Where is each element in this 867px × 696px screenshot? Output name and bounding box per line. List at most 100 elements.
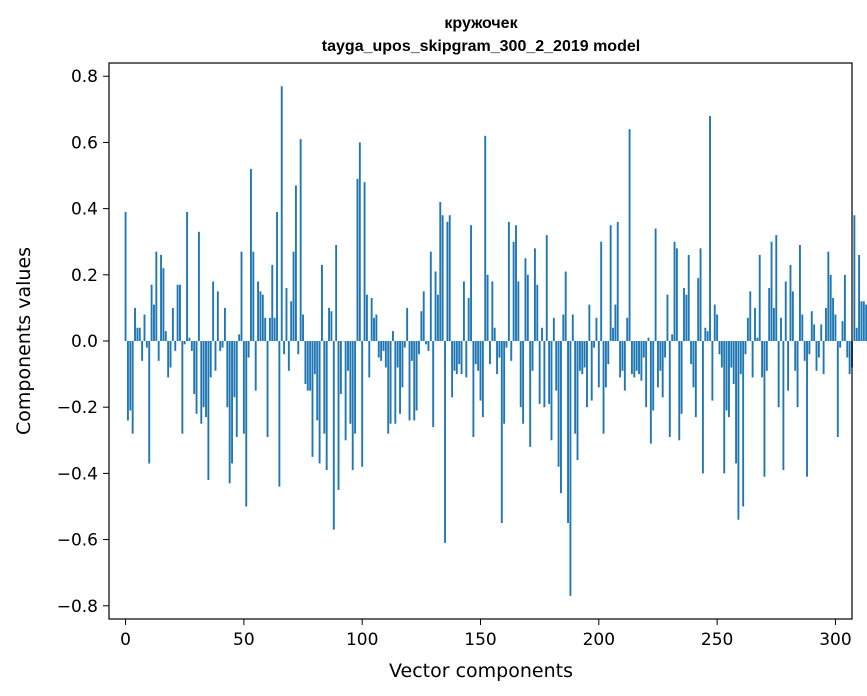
bar-51 [245,341,248,507]
bar-161 [505,341,508,348]
bar-258 [735,341,737,464]
bar-30 [195,341,198,414]
bar-205 [609,225,612,341]
bar-35 [207,341,210,480]
bar-306 [848,341,851,375]
bar-19 [169,341,172,368]
bar-168 [522,341,525,424]
bar-5 [136,327,139,341]
bar-48 [238,334,241,341]
bar-115 [396,341,399,368]
bar-130 [432,341,435,428]
bar-43 [226,341,229,408]
bar-77 [306,341,309,391]
bar-280 [787,341,790,391]
bar-102 [365,294,368,341]
bar-193 [581,341,584,375]
bar-211 [623,341,626,391]
bar-101 [363,182,366,341]
bar-171 [529,341,532,447]
bar-234 [678,341,681,441]
bar-283 [794,341,797,371]
bar-91 [339,341,342,394]
bar-16 [162,268,165,341]
bar-281 [789,264,792,341]
bar-217 [638,341,640,375]
bar-6 [138,327,141,341]
bar-302 [839,341,842,348]
bar-284 [796,341,799,408]
bar-275 [775,235,778,341]
bar-270 [763,341,766,477]
bar-186 [564,271,567,341]
bar-135 [444,341,446,543]
y-tick-label: 0.2 [71,266,98,286]
bar-162 [507,221,510,341]
bar-293 [817,341,820,358]
bar-200 [597,341,600,388]
bar-75 [302,314,304,341]
bar-141 [458,341,461,365]
bar-254 [725,341,728,411]
bar-56 [257,281,260,341]
bars-group [124,86,867,596]
bar-291 [813,324,816,341]
y-tick-label: 0.8 [71,67,98,87]
bar-221 [647,337,650,341]
bar-60 [266,341,269,437]
bar-2 [129,341,132,411]
bar-277 [780,317,782,341]
y-tick-label: 0.0 [71,332,98,352]
bar-268 [758,254,761,341]
bar-121 [410,341,413,361]
bar-80 [313,341,316,375]
bar-70 [290,301,293,341]
bar-109 [382,341,385,351]
bar-131 [434,271,437,341]
y-tick-label: −0.8 [57,597,98,617]
bar-227 [661,341,664,398]
bar-195 [586,341,588,408]
bar-311 [860,301,863,341]
bar-94 [347,341,349,371]
bar-124 [418,341,420,355]
bar-81 [316,341,319,421]
y-axis-label: Components values [13,247,35,435]
x-tick-label: 250 [701,630,733,650]
bar-259 [737,341,740,520]
bar-100 [361,341,364,467]
bar-146 [470,225,472,341]
bar-3 [131,341,134,434]
bar-36 [209,341,212,378]
bar-225 [657,341,659,388]
bar-163 [510,341,513,361]
bar-46 [233,341,236,398]
bar-45 [231,341,233,464]
bar-201 [600,241,603,341]
bar-169 [524,258,527,341]
bar-47 [235,341,238,437]
x-axis: 0 50 100 150 200 250 300 [120,619,852,650]
bar-116 [399,341,401,414]
bar-313 [865,304,867,341]
bar-249 [713,304,716,341]
bar-99 [358,142,361,341]
bar-223 [652,341,655,411]
bar-183 [557,341,560,467]
x-tick-label: 100 [346,630,378,650]
bar-132 [436,294,439,341]
x-axis-label: Vector components [389,660,573,682]
bar-26 [186,211,189,341]
bar-114 [394,341,397,424]
bar-210 [621,341,624,371]
bar-110 [384,341,387,368]
bar-176 [541,327,543,341]
x-tick-label: 0 [120,630,131,650]
bar-147 [472,341,475,437]
bar-196 [588,304,591,341]
bar-289 [808,341,811,355]
bar-21 [174,341,177,351]
bar-62 [271,264,274,341]
bar-89 [335,245,338,341]
bar-238 [687,254,690,341]
